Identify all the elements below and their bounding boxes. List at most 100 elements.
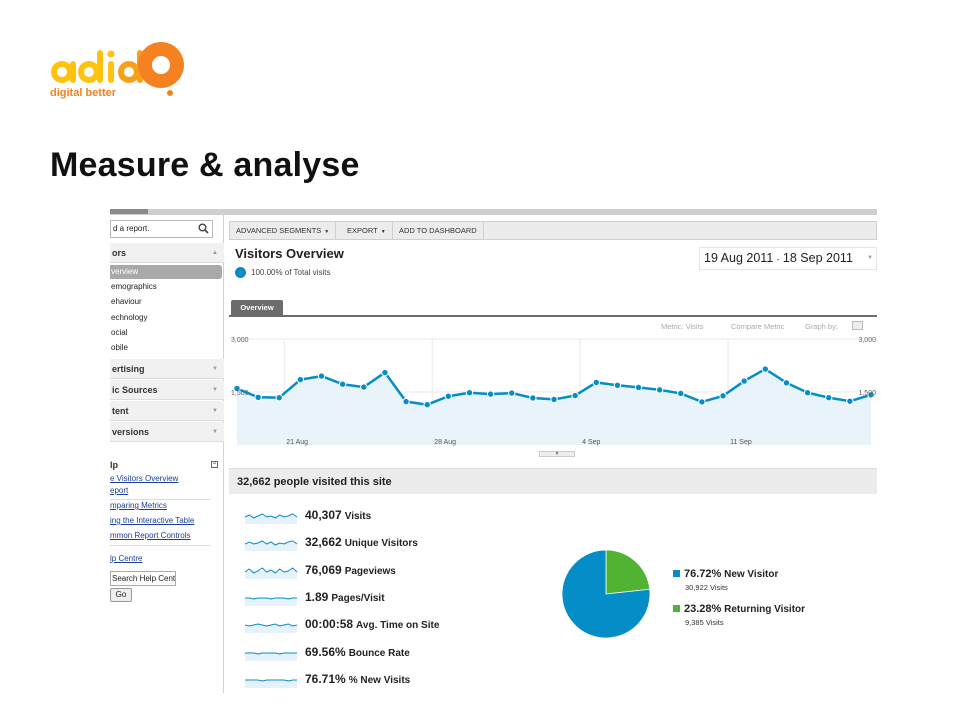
sidebar-item-social[interactable]: ocial xyxy=(111,328,128,337)
caret-down-icon[interactable]: ▼ xyxy=(212,408,218,414)
sparkline-line xyxy=(245,623,298,627)
sidebar-section-label: ors xyxy=(112,248,127,258)
data-point[interactable] xyxy=(782,379,791,387)
sidebar-item-behaviour[interactable]: ehaviour xyxy=(111,297,142,306)
data-point[interactable] xyxy=(571,391,579,400)
data-point[interactable] xyxy=(655,386,664,394)
report-toolbar: ADVANCED SEGMENTS ▼ EXPORT ▼ ADD TO DASHBO… xyxy=(229,221,877,240)
stat-value: 00:00:58 Avg. Time on Site xyxy=(305,617,440,631)
caret-up-icon[interactable]: ▲ xyxy=(212,250,218,256)
sidebar-section-visitors[interactable]: ors ▲ xyxy=(110,243,224,263)
sidebar-item-demographics[interactable]: emographics xyxy=(111,282,157,291)
sidebar: d a report. ors ▲ verview emographics eh… xyxy=(110,215,224,693)
sparkline-fill xyxy=(245,571,297,579)
sidebar-section-content[interactable]: tent ▼ xyxy=(110,401,224,421)
go-button[interactable]: Go xyxy=(110,588,132,602)
chevron-down-icon: ▼ xyxy=(324,229,330,235)
chart-resize-handle[interactable]: ▼ xyxy=(539,451,575,457)
graph-by-label: Graph by: xyxy=(805,322,838,331)
date-start: 19 Aug 2011 xyxy=(704,251,774,265)
data-point[interactable] xyxy=(634,383,643,392)
data-point[interactable] xyxy=(846,397,854,405)
data-point[interactable] xyxy=(444,392,453,400)
data-point[interactable] xyxy=(233,384,241,393)
help-link-comparing-metrics[interactable]: mparing Metrics xyxy=(110,501,167,510)
chevron-down-icon[interactable]: ▼ xyxy=(867,255,873,261)
pie-slice[interactable] xyxy=(605,549,651,595)
data-point[interactable] xyxy=(740,377,748,385)
export-button[interactable]: EXPORT ▼ xyxy=(341,222,393,239)
sidebar-item-overview[interactable]: verview xyxy=(110,265,222,279)
sidebar-item-mobile[interactable]: obile xyxy=(111,343,128,352)
data-point[interactable] xyxy=(677,389,685,398)
help-link-report-controls[interactable]: mmon Report Controls xyxy=(110,531,191,540)
sparkline-icon xyxy=(245,540,298,551)
data-point[interactable] xyxy=(508,389,516,397)
data-point[interactable] xyxy=(338,380,347,388)
data-point[interactable] xyxy=(360,383,368,391)
export-label: EXPORT xyxy=(347,226,378,235)
caret-down-icon[interactable]: ▼ xyxy=(212,366,218,372)
advanced-segments-label: ADVANCED SEGMENTS xyxy=(236,226,322,235)
help-link-help-centre[interactable]: lp Centre xyxy=(110,554,143,563)
data-point[interactable] xyxy=(803,389,812,397)
data-point[interactable] xyxy=(275,393,283,402)
legend-swatch xyxy=(673,570,680,577)
caret-down-icon[interactable]: ▼ xyxy=(212,429,218,435)
data-point[interactable] xyxy=(423,401,431,409)
sidebar-section-label: tent xyxy=(112,406,129,416)
sparkline-fill xyxy=(245,598,297,606)
stat-label: % New Visits xyxy=(348,675,411,686)
data-point[interactable] xyxy=(486,390,495,398)
data-point[interactable] xyxy=(592,378,600,387)
data-point[interactable] xyxy=(529,394,537,402)
help-search-input[interactable]: Search Help Centre xyxy=(110,571,176,586)
data-point[interactable] xyxy=(296,375,305,384)
pie-slice[interactable] xyxy=(561,549,651,639)
help-link-interactive-table[interactable]: ing the Interactive Table xyxy=(110,516,195,525)
data-point[interactable] xyxy=(381,368,389,377)
sparkline-icon xyxy=(245,513,298,524)
sparkline-line xyxy=(245,679,297,682)
search-icon[interactable] xyxy=(198,223,209,234)
data-point[interactable] xyxy=(254,393,262,402)
adido-logo-graphic: digital better xyxy=(50,42,184,99)
data-point[interactable] xyxy=(465,389,474,397)
data-point[interactable] xyxy=(761,365,770,373)
help-link-visitors-overview[interactable]: e Visitors Overview xyxy=(110,474,179,483)
data-point[interactable] xyxy=(698,398,706,406)
data-point[interactable] xyxy=(402,397,410,406)
analytics-screenshot: d a report. ors ▲ verview emographics eh… xyxy=(110,209,877,693)
report-search-input[interactable]: d a report. xyxy=(110,220,213,238)
caret-down-icon[interactable]: ▼ xyxy=(212,387,218,393)
sparkline-line xyxy=(245,652,297,655)
collapse-icon[interactable]: − xyxy=(211,461,218,468)
data-point[interactable] xyxy=(867,391,875,399)
data-point[interactable] xyxy=(719,392,727,400)
sidebar-section-traffic-sources[interactable]: ic Sources ▼ xyxy=(110,380,224,400)
help-link-report[interactable]: eport xyxy=(110,486,129,495)
metric-selector[interactable]: Metric: Visits xyxy=(661,322,703,331)
stat-label: Pageviews xyxy=(344,566,396,577)
add-to-dashboard-button[interactable]: ADD TO DASHBOARD xyxy=(393,222,484,239)
x-tick-label: 21 Aug xyxy=(286,439,308,446)
advanced-segments-button[interactable]: ADVANCED SEGMENTS ▼ xyxy=(230,222,337,239)
visits-chart: 3,000 3,000 1,500 1,500 21 Aug 28 Aug 4 Sep 11 … xyxy=(229,333,877,451)
sparkline-line xyxy=(245,513,298,519)
data-point[interactable] xyxy=(550,395,558,404)
sidebar-section-conversions[interactable]: versions ▼ xyxy=(110,422,224,442)
stat-label: Avg. Time on Site xyxy=(356,620,440,631)
sparkline-icon xyxy=(245,679,297,688)
top-strip-tab[interactable] xyxy=(110,209,148,214)
data-point[interactable] xyxy=(825,393,833,402)
sidebar-section-advertising[interactable]: ertising ▼ xyxy=(110,359,224,379)
graph-by-icon[interactable] xyxy=(852,321,863,330)
date-range-picker[interactable]: 19 Aug 2011 - 18 Sep 2011 ▼ xyxy=(699,247,877,270)
sidebar-item-technology[interactable]: echnology xyxy=(111,313,148,322)
compare-metric-link[interactable]: Compare Metric xyxy=(731,322,785,331)
data-point[interactable] xyxy=(613,381,622,389)
data-point[interactable] xyxy=(317,372,326,380)
date-end: 18 Sep 2011 xyxy=(782,251,853,265)
tab-overview[interactable]: Overview xyxy=(231,300,283,315)
sparkline-line xyxy=(245,567,298,574)
